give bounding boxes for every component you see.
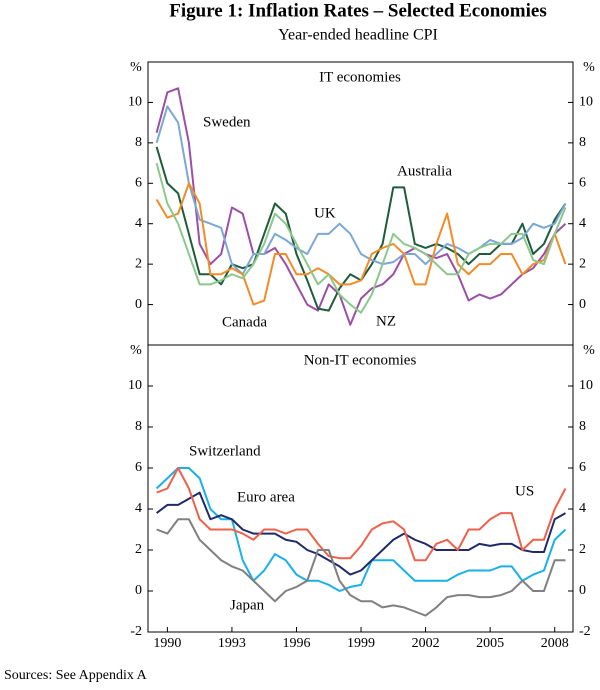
- x-tick-label: 1990: [153, 636, 181, 651]
- y-tick-label: 2: [579, 256, 586, 271]
- y-tick-label: 10: [128, 378, 142, 393]
- y-tick-label: 0: [135, 297, 142, 312]
- y-tick-label: 8: [579, 135, 586, 150]
- series-label: Sweden: [203, 114, 251, 130]
- series-line: [156, 491, 566, 576]
- y-tick-label: 6: [579, 176, 586, 191]
- series-label: UK: [314, 205, 336, 221]
- y-tick-label: 8: [135, 419, 142, 434]
- y-tick-label: 4: [579, 501, 586, 516]
- y-unit: %: [130, 60, 142, 75]
- x-tick-label: 1996: [282, 636, 310, 651]
- y-tick-label: 10: [579, 95, 593, 110]
- series-label: US: [515, 483, 534, 499]
- y-tick-label: 10: [579, 378, 593, 393]
- x-tick-label: 1999: [347, 636, 375, 651]
- y-tick-label: 4: [579, 216, 586, 231]
- series-line: [155, 182, 567, 306]
- y-tick-label: 0: [579, 297, 586, 312]
- panel-title: Non-IT economies: [304, 352, 417, 368]
- x-tick-label: 2008: [541, 636, 569, 651]
- y-tick-label: 4: [135, 216, 142, 231]
- y-tick-label: 10: [128, 95, 142, 110]
- y-tick-label: 6: [135, 176, 142, 191]
- chart-title: Figure 1: Inflation Rates – Selected Eco…: [169, 0, 547, 21]
- y-tick-label: 6: [135, 460, 142, 475]
- x-tick-label: 2002: [412, 636, 440, 651]
- plot-frame: [147, 344, 574, 633]
- plot-frame: [147, 61, 574, 346]
- series-line: [156, 467, 567, 562]
- chart-subtitle: Year-ended headline CPI: [278, 27, 438, 44]
- y-tick-label: 2: [135, 256, 142, 271]
- series-line: [155, 467, 567, 592]
- y-tick-label: 6: [579, 460, 586, 475]
- series-label: Japan: [230, 597, 265, 613]
- y-unit: %: [583, 343, 595, 358]
- y-tick-label: -2: [130, 624, 142, 639]
- y-unit: %: [130, 343, 142, 358]
- sources-note: Sources: See Appendix A: [4, 668, 148, 683]
- y-tick-label: 0: [135, 583, 142, 598]
- y-tick-label: 2: [135, 542, 142, 557]
- series-label: Switzerland: [189, 443, 261, 459]
- y-tick-label: 0: [579, 583, 586, 598]
- y-tick-label: 2: [579, 542, 586, 557]
- y-tick-label: 4: [135, 501, 142, 516]
- series-label: Euro area: [237, 489, 295, 505]
- series-label: Australia: [397, 163, 452, 179]
- x-tick-label: 2005: [476, 636, 504, 651]
- series-line: [156, 518, 566, 617]
- y-tick-label: 8: [579, 419, 586, 434]
- panel-title: IT economies: [319, 69, 401, 85]
- series-label: NZ: [376, 313, 396, 329]
- series-line: [155, 146, 567, 312]
- x-tick-label: 1993: [218, 636, 246, 651]
- y-unit: %: [583, 60, 595, 75]
- y-tick-label: 8: [135, 135, 142, 150]
- series-label: Canada: [222, 314, 267, 330]
- series-line: [155, 162, 567, 314]
- y-tick-label: -2: [579, 624, 591, 639]
- series-line: [155, 105, 567, 276]
